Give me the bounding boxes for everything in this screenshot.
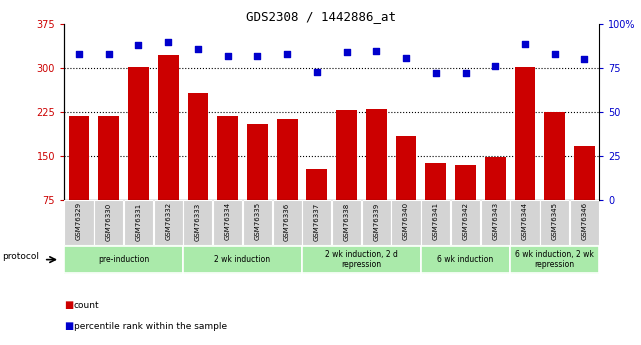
Point — [163, 39, 173, 45]
Bar — [455, 165, 476, 200]
Bar — [128, 67, 149, 200]
Text: GSM76346: GSM76346 — [581, 202, 587, 240]
Point — [371, 48, 381, 53]
Point — [579, 57, 590, 62]
Bar — [510, 200, 540, 245]
Bar — [303, 200, 331, 245]
Text: GSM76335: GSM76335 — [254, 202, 260, 240]
Bar — [247, 124, 268, 200]
Bar — [544, 112, 565, 200]
Text: 2 wk induction: 2 wk induction — [215, 255, 271, 264]
Text: ■: ■ — [64, 321, 73, 331]
Point — [133, 42, 144, 48]
Text: GSM76345: GSM76345 — [552, 202, 558, 240]
Bar — [574, 146, 595, 200]
Bar — [98, 116, 119, 200]
Bar — [277, 119, 297, 200]
Bar — [485, 157, 506, 200]
Text: GDS2308 / 1442886_at: GDS2308 / 1442886_at — [246, 10, 395, 23]
Point — [549, 51, 560, 57]
Bar — [421, 200, 451, 245]
Bar — [213, 200, 242, 245]
Bar — [481, 200, 510, 245]
Text: GSM76339: GSM76339 — [373, 202, 379, 240]
Point — [490, 63, 501, 69]
Bar — [158, 55, 179, 200]
Text: 6 wk induction: 6 wk induction — [437, 255, 494, 264]
Bar — [306, 169, 328, 200]
Point — [460, 71, 470, 76]
Point — [312, 69, 322, 75]
Bar — [217, 116, 238, 200]
Point — [104, 51, 114, 57]
Bar — [510, 246, 599, 273]
Bar — [64, 200, 94, 245]
Bar — [272, 200, 302, 245]
Bar — [570, 200, 599, 245]
Text: GSM76344: GSM76344 — [522, 202, 528, 240]
Text: GSM76342: GSM76342 — [463, 202, 469, 240]
Text: percentile rank within the sample: percentile rank within the sample — [74, 322, 227, 331]
Bar — [303, 246, 420, 273]
Text: GSM76331: GSM76331 — [135, 202, 142, 240]
Point — [431, 71, 441, 76]
Bar — [540, 200, 569, 245]
Text: GSM76329: GSM76329 — [76, 202, 82, 240]
Bar — [183, 200, 212, 245]
Text: GSM76343: GSM76343 — [492, 202, 498, 240]
Point — [401, 55, 411, 60]
Text: GSM76333: GSM76333 — [195, 202, 201, 240]
Text: GSM76332: GSM76332 — [165, 202, 171, 240]
Text: GSM76334: GSM76334 — [224, 202, 231, 240]
Text: GSM76336: GSM76336 — [284, 202, 290, 240]
Text: count: count — [74, 301, 99, 310]
Point — [193, 46, 203, 51]
Point — [253, 53, 263, 59]
Text: GSM76340: GSM76340 — [403, 202, 409, 240]
Text: protocol: protocol — [2, 252, 39, 261]
Point — [520, 41, 530, 46]
Bar — [183, 246, 302, 273]
Bar — [64, 246, 183, 273]
Text: 2 wk induction, 2 d
repression: 2 wk induction, 2 d repression — [325, 250, 398, 269]
Text: ■: ■ — [64, 300, 73, 310]
Bar — [515, 67, 535, 200]
Point — [74, 51, 84, 57]
Text: GSM76338: GSM76338 — [344, 202, 349, 240]
Text: 6 wk induction, 2 wk
repression: 6 wk induction, 2 wk repression — [515, 250, 594, 269]
Bar — [451, 200, 480, 245]
Bar — [392, 200, 420, 245]
Bar — [366, 109, 387, 200]
Text: GSM76337: GSM76337 — [314, 202, 320, 240]
Point — [222, 53, 233, 59]
Text: GSM76330: GSM76330 — [106, 202, 112, 240]
Text: pre-induction: pre-induction — [98, 255, 149, 264]
Bar — [94, 200, 123, 245]
Bar — [69, 116, 89, 200]
Bar — [188, 93, 208, 200]
Point — [282, 51, 292, 57]
Bar — [426, 163, 446, 200]
Bar — [421, 246, 510, 273]
Bar — [124, 200, 153, 245]
Bar — [332, 200, 361, 245]
Point — [342, 50, 352, 55]
Bar — [154, 200, 183, 245]
Bar — [362, 200, 391, 245]
Bar — [395, 136, 417, 200]
Bar — [336, 110, 357, 200]
Bar — [243, 200, 272, 245]
Text: GSM76341: GSM76341 — [433, 202, 439, 240]
